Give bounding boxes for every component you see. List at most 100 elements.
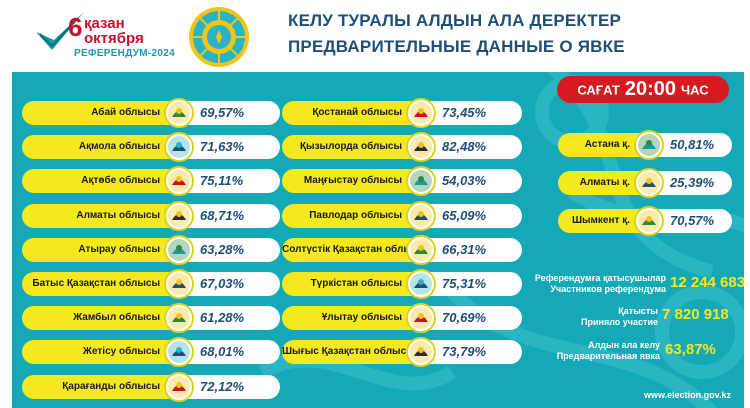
turnout-label-ru: Предварительная явка <box>556 351 660 361</box>
participants-value: 12 244 683 <box>670 274 746 291</box>
region-row: Қостанай облысы 73,45% <box>282 98 522 128</box>
logo-subtitle: РЕФЕРЕНДУМ-2024 <box>74 48 175 59</box>
region-name-bar <box>22 169 190 194</box>
region-name: Шымкент қ. <box>571 215 630 226</box>
region-row: Алматы облысы 68,71% <box>22 200 280 231</box>
website-link[interactable]: www.election.gov.kz <box>644 390 732 400</box>
region-name: Маңғыстау облысы <box>303 175 402 187</box>
region-row: Жамбыл облысы 61,28% <box>22 303 280 334</box>
west-kazakhstan-emblem-icon <box>164 269 194 299</box>
turnout-value: 63,87% <box>665 341 716 358</box>
state-emblem-icon <box>188 6 250 68</box>
region-name: Атырау облысы <box>78 243 160 255</box>
region-name-bar <box>22 237 190 262</box>
region-turnout: 69,57% <box>200 105 245 120</box>
east-kazakhstan-emblem-icon <box>406 337 436 368</box>
region-turnout: 72,12% <box>200 378 245 394</box>
astana-emblem-icon <box>634 130 664 160</box>
logo-month-ru: октября <box>84 30 144 47</box>
region-name-bar <box>22 101 190 125</box>
turkistan-region-emblem-icon <box>406 269 436 299</box>
region-turnout: 67,03% <box>200 276 245 291</box>
region-row: Солтүстік Қазақстан облысы 66,31% <box>282 234 522 265</box>
region-name: Қостанай облысы <box>312 107 402 118</box>
header: 6 қазан октября РЕФЕРЕНДУМ-2024 КЕЛУ ТУР… <box>0 0 750 72</box>
region-turnout: 61,28% <box>200 310 245 326</box>
region-name: Қызылорда облысы <box>299 141 402 153</box>
title-ru: ПРЕДВАРИТЕЛЬНЫЕ ДАННЫЕ О ЯВКЕ <box>288 37 625 56</box>
abai-region-emblem-icon <box>164 98 194 128</box>
region-name-bar <box>22 272 190 296</box>
region-name: Батыс Қазақстан облысы <box>32 278 160 289</box>
region-name: Түркістан облысы <box>310 278 402 289</box>
region-turnout: 70,57% <box>670 213 715 228</box>
logo-month-kk: қазан <box>84 15 125 32</box>
aktobe-region-emblem-icon <box>164 166 194 197</box>
region-turnout: 65,09% <box>442 207 487 223</box>
region-name: Ұлытау облысы <box>321 312 402 324</box>
region-name: Павлодар облысы <box>309 209 402 221</box>
region-row: Қызылорда облысы 82,48% <box>282 132 522 163</box>
region-turnout: 73,45% <box>442 105 487 120</box>
region-row: Павлодар облысы 65,09% <box>282 200 522 231</box>
ulytau-region-emblem-icon <box>406 303 436 334</box>
voted-label: Қатысты Приняло участие <box>524 306 658 328</box>
mangystau-region-emblem-icon <box>406 166 436 197</box>
karaganda-region-emblem-icon <box>164 371 194 402</box>
region-row: Абай облысы 69,57% <box>22 98 280 128</box>
time-value: 20:00 <box>624 78 677 101</box>
region-row: Шымкент қ. 70,57% <box>558 206 732 236</box>
region-name: Жетісу облысы <box>82 346 160 358</box>
pavlodar-region-emblem-icon <box>406 200 436 231</box>
checkmark-logo-icon <box>36 12 84 50</box>
region-turnout: 68,71% <box>200 207 245 223</box>
region-turnout: 75,31% <box>442 276 487 291</box>
region-name-bar <box>22 374 190 399</box>
region-row: Ақмола облысы 71,63% <box>22 132 280 163</box>
region-name: Солтүстік Қазақстан облысы <box>282 243 426 255</box>
region-name: Астана қ. <box>584 139 630 150</box>
voted-value: 7 820 918 <box>662 306 729 323</box>
turnout-label: Алдын ала келу Предварительная явка <box>524 340 660 362</box>
region-row: Қарағанды облысы 72,12% <box>22 371 280 402</box>
kyzylorda-region-emblem-icon <box>406 132 436 163</box>
region-row: Астана қ. 50,81% <box>558 130 732 160</box>
region-row: Ақтөбе облысы 75,11% <box>22 166 280 197</box>
region-turnout: 25,39% <box>670 175 715 190</box>
time-prefix: САҒАТ <box>577 82 620 98</box>
region-turnout: 50,81% <box>670 137 715 152</box>
region-name-bar <box>22 340 190 365</box>
region-row: Жетісу облысы 68,01% <box>22 337 280 368</box>
akmola-region-emblem-icon <box>164 132 194 163</box>
time-suffix: ЧАС <box>681 82 709 98</box>
region-turnout: 73,79% <box>442 344 487 360</box>
region-turnout: 68,01% <box>200 344 245 360</box>
almaty-region-emblem-icon <box>164 200 194 231</box>
time-badge: САҒАТ 20:00 ЧАС <box>557 76 729 103</box>
region-row: Маңғыстау облысы 54,03% <box>282 166 522 197</box>
region-row: Ұлытау облысы 70,69% <box>282 303 522 334</box>
region-name: Алматы облысы <box>76 209 160 221</box>
region-name-bar <box>22 306 190 331</box>
zhambyl-region-emblem-icon <box>164 303 194 334</box>
participants-label-kk: Референдумға қатысушылар <box>534 273 666 283</box>
atyrau-region-emblem-icon <box>164 234 194 265</box>
turnout-label-kk: Алдын ала келу <box>588 340 660 350</box>
region-turnout: 66,31% <box>442 241 487 257</box>
region-name: Қарағанды облысы <box>62 380 160 392</box>
region-name: Абай облысы <box>91 107 160 118</box>
region-turnout: 82,48% <box>442 139 487 155</box>
region-name-bar <box>22 135 190 160</box>
region-turnout: 63,28% <box>200 241 245 257</box>
participants-label-ru: Участников референдума <box>550 284 666 294</box>
region-row: Алматы қ. 25,39% <box>558 168 732 198</box>
region-turnout: 70,69% <box>442 310 487 326</box>
region-turnout: 75,11% <box>200 173 244 189</box>
shymkent-emblem-icon <box>634 206 664 236</box>
participants-label: Референдумға қатысушылар Участников рефе… <box>524 273 666 295</box>
region-row: Шығыс Қазақстан облысы 73,79% <box>282 337 522 368</box>
region-turnout: 54,03% <box>442 173 487 189</box>
region-name: Алматы қ. <box>579 177 630 188</box>
region-name: Ақтөбе облысы <box>81 175 160 187</box>
region-name: Ақмола облысы <box>78 141 160 153</box>
